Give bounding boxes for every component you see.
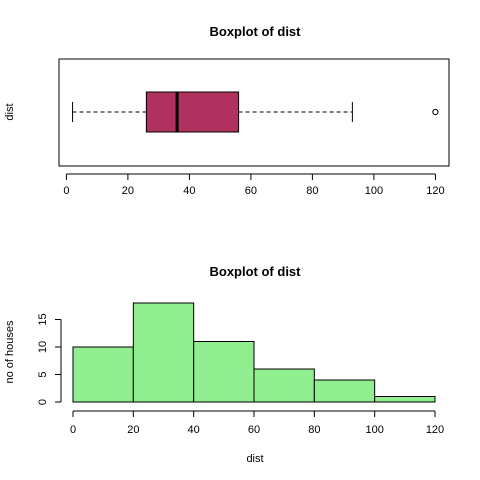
histogram-bar	[375, 397, 435, 403]
boxplot-x-axis: 0 20 40 60 80 100 120	[63, 174, 444, 197]
histogram-x-tick-label: 60	[248, 424, 260, 436]
histogram-bar	[133, 303, 193, 402]
histogram-y-tick-label: 10	[37, 341, 49, 353]
boxplot-x-tick-label: 60	[245, 185, 257, 197]
histogram-bars	[73, 303, 435, 402]
boxplot-y-axis-label: dist	[4, 103, 16, 120]
histogram-y-tick-label: 0	[37, 399, 49, 405]
histogram-x-tick-label: 120	[426, 424, 444, 436]
histogram-x-tick-label: 100	[365, 424, 383, 436]
boxplot-x-tick-label: 80	[306, 185, 318, 197]
histogram-bar	[194, 342, 254, 403]
histogram-y-tick-label: 5	[37, 371, 49, 377]
histogram-bar	[254, 369, 314, 402]
boxplot-x-tick-label: 120	[426, 185, 444, 197]
histogram-title: Boxplot of dist	[210, 264, 302, 279]
histogram-x-tick-label: 0	[70, 424, 76, 436]
boxplot-outlier-point	[433, 109, 438, 114]
histogram-y-axis-label: no of houses	[4, 320, 16, 383]
boxplot-x-tick-label: 40	[183, 185, 195, 197]
boxplot-panel: Boxplot of dist dist 0 20 40 60 80 100 120	[4, 24, 449, 197]
histogram-x-axis-label: dist	[246, 453, 263, 465]
histogram-x-tick-label: 40	[188, 424, 200, 436]
boxplot-x-tick-label: 20	[122, 185, 134, 197]
boxplot-x-tick-label: 100	[365, 185, 383, 197]
boxplot-marks	[73, 92, 438, 132]
histogram-x-tick-label: 80	[308, 424, 320, 436]
histogram-panel: Boxplot of dist no of houses dist 0 20 40 6…	[4, 264, 444, 465]
histogram-bar	[73, 347, 133, 402]
boxplot-title: Boxplot of dist	[210, 24, 302, 39]
histogram-x-axis: 0 20 40 60 80 100 120	[70, 411, 444, 436]
histogram-bar	[314, 380, 374, 402]
boxplot-x-tick-label: 0	[63, 185, 69, 197]
histogram-y-axis: 0 5 10 15	[37, 313, 61, 405]
boxplot-box	[146, 92, 238, 132]
histogram-y-tick-label: 15	[37, 313, 49, 325]
histogram-x-tick-label: 20	[127, 424, 139, 436]
